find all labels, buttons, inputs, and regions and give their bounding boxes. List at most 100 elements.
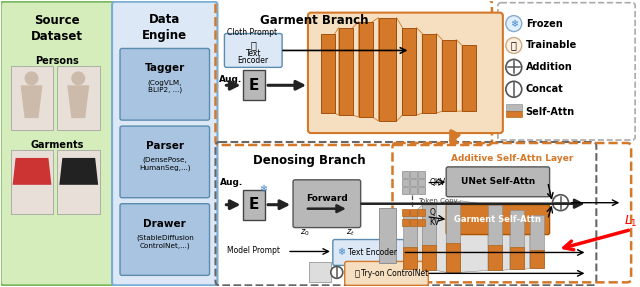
FancyBboxPatch shape	[112, 2, 218, 285]
Text: Concat: Concat	[525, 84, 563, 94]
Polygon shape	[67, 85, 89, 118]
Polygon shape	[436, 201, 446, 272]
Bar	[419, 179, 426, 186]
Polygon shape	[335, 28, 339, 115]
Bar	[419, 219, 426, 226]
Text: (StableDiffusion
ControlNet,...): (StableDiffusion ControlNet,...)	[136, 234, 194, 249]
Polygon shape	[60, 158, 98, 185]
Text: KV: KV	[429, 218, 440, 227]
Circle shape	[506, 15, 522, 32]
Bar	[379, 18, 396, 121]
Text: $L_1$: $L_1$	[624, 214, 638, 229]
Bar	[446, 243, 460, 272]
Bar	[403, 210, 417, 269]
Text: Persons: Persons	[35, 57, 79, 66]
Bar	[506, 104, 522, 111]
Bar	[339, 28, 353, 115]
Bar	[58, 150, 100, 214]
Text: Trainable: Trainable	[525, 40, 577, 51]
Text: E: E	[249, 78, 259, 93]
Text: Denosing Branch: Denosing Branch	[253, 154, 365, 167]
Text: $z_0$: $z_0$	[300, 228, 310, 238]
Bar	[510, 210, 524, 269]
Polygon shape	[502, 205, 510, 270]
Text: Data
Engine: Data Engine	[142, 13, 188, 42]
Bar	[403, 219, 410, 226]
Bar	[422, 205, 436, 270]
FancyBboxPatch shape	[345, 261, 428, 285]
Bar	[419, 171, 426, 178]
FancyBboxPatch shape	[120, 126, 209, 198]
Bar	[410, 187, 417, 194]
Text: Encoder: Encoder	[237, 57, 269, 65]
Text: ❄: ❄	[509, 19, 518, 29]
Bar	[422, 34, 436, 113]
Text: 🔥: 🔥	[250, 40, 256, 51]
FancyBboxPatch shape	[308, 13, 503, 133]
Bar	[321, 34, 335, 113]
Bar	[506, 111, 522, 117]
Circle shape	[24, 71, 38, 85]
Bar	[11, 66, 53, 130]
Text: 🔥: 🔥	[511, 40, 516, 51]
Bar	[410, 171, 417, 178]
Bar	[309, 262, 331, 282]
Text: Aug.: Aug.	[219, 75, 242, 84]
Text: Frozen: Frozen	[525, 19, 563, 29]
Text: Forward: Forward	[306, 194, 348, 203]
Text: Drawer: Drawer	[143, 219, 186, 229]
Text: Garments: Garments	[31, 140, 84, 150]
Text: Aug.: Aug.	[220, 178, 243, 187]
Text: UNet Self-Attn: UNet Self-Attn	[461, 177, 535, 186]
Circle shape	[71, 71, 85, 85]
Polygon shape	[417, 28, 422, 115]
Bar	[419, 209, 426, 216]
Polygon shape	[524, 210, 530, 269]
Polygon shape	[396, 18, 403, 121]
Text: E: E	[249, 197, 259, 212]
Text: Parser: Parser	[146, 141, 184, 151]
Polygon shape	[460, 201, 488, 272]
Bar	[462, 45, 476, 111]
FancyBboxPatch shape	[293, 180, 361, 228]
Bar	[410, 209, 417, 216]
Polygon shape	[456, 40, 462, 111]
Bar	[510, 247, 524, 269]
Text: Tagger: Tagger	[145, 63, 185, 73]
Text: Self-Attn: Self-Attn	[525, 107, 575, 117]
Text: 🔥: 🔥	[354, 269, 359, 278]
Text: Model Prompt: Model Prompt	[227, 245, 280, 255]
Circle shape	[506, 59, 522, 75]
Text: Additive Self-Attn Layer: Additive Self-Attn Layer	[451, 154, 573, 163]
Bar	[488, 205, 502, 270]
FancyBboxPatch shape	[120, 49, 209, 120]
Polygon shape	[20, 85, 42, 118]
Bar	[403, 179, 410, 186]
Text: Try-on ControlNet: Try-on ControlNet	[361, 269, 428, 278]
Polygon shape	[13, 158, 51, 185]
Text: $z_t$: $z_t$	[346, 228, 355, 238]
Text: Q: Q	[429, 208, 435, 217]
Bar	[530, 215, 543, 268]
Polygon shape	[436, 34, 442, 113]
Text: (CogVLM,
BLIP2, ...): (CogVLM, BLIP2, ...)	[148, 79, 182, 93]
Bar	[488, 245, 502, 270]
Circle shape	[331, 266, 343, 278]
Polygon shape	[353, 22, 358, 117]
Circle shape	[506, 81, 522, 97]
Text: QKV: QKV	[429, 178, 445, 187]
Text: (DensePose,
HumanSeg,...): (DensePose, HumanSeg,...)	[139, 157, 191, 171]
Bar	[410, 219, 417, 226]
Polygon shape	[243, 70, 265, 100]
Bar	[403, 171, 410, 178]
Bar	[11, 150, 53, 214]
Polygon shape	[417, 205, 422, 270]
Circle shape	[552, 195, 568, 211]
Bar	[358, 22, 372, 117]
Text: Token Copy: Token Copy	[419, 198, 458, 204]
Text: Garment Self-Attn: Garment Self-Attn	[454, 215, 541, 224]
Text: Addition: Addition	[525, 62, 573, 72]
Bar	[403, 28, 417, 115]
FancyBboxPatch shape	[446, 205, 550, 234]
Bar	[422, 245, 436, 270]
